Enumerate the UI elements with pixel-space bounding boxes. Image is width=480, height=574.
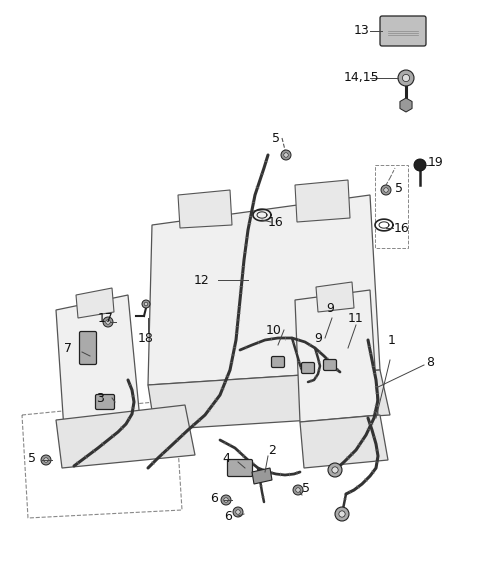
Text: 5: 5 [28,452,36,464]
Circle shape [328,463,342,477]
Circle shape [106,320,110,324]
Text: 9: 9 [314,332,322,344]
Circle shape [233,507,243,517]
Polygon shape [300,415,388,468]
Circle shape [332,467,338,473]
FancyBboxPatch shape [380,16,426,46]
Polygon shape [316,282,354,312]
Text: 12: 12 [194,273,210,286]
Circle shape [41,455,51,465]
Circle shape [381,185,391,195]
Circle shape [398,70,414,86]
Circle shape [281,150,291,160]
FancyBboxPatch shape [228,460,252,476]
Text: 13: 13 [354,24,370,37]
Polygon shape [56,405,195,468]
Text: 14,15: 14,15 [344,72,380,84]
Polygon shape [178,190,232,228]
Polygon shape [295,180,350,222]
Circle shape [284,153,288,157]
Circle shape [236,510,240,514]
Polygon shape [148,370,390,430]
Circle shape [142,300,150,308]
Text: 5: 5 [272,131,280,145]
Text: 2: 2 [268,444,276,456]
Text: 17: 17 [98,312,114,324]
Text: 5: 5 [395,181,403,195]
Text: 3: 3 [96,391,104,405]
Circle shape [103,317,113,327]
Text: 6: 6 [210,491,218,505]
Circle shape [44,457,48,462]
Text: 8: 8 [426,355,434,369]
Text: 6: 6 [224,510,232,522]
Circle shape [384,188,388,192]
Circle shape [402,75,409,82]
Polygon shape [400,98,412,112]
Circle shape [293,485,303,495]
Polygon shape [252,468,272,484]
Text: 7: 7 [64,342,72,355]
Circle shape [144,302,148,306]
Text: 4: 4 [222,452,230,464]
Text: 16: 16 [268,215,284,228]
Polygon shape [56,295,140,430]
Polygon shape [76,288,114,318]
Circle shape [339,511,345,517]
Text: 5: 5 [302,482,310,494]
Text: 10: 10 [266,324,282,336]
Text: 16: 16 [394,222,410,235]
Text: 11: 11 [348,312,364,324]
FancyBboxPatch shape [324,359,336,370]
FancyBboxPatch shape [272,356,285,367]
Polygon shape [148,195,380,385]
Circle shape [224,498,228,502]
Circle shape [296,488,300,492]
Polygon shape [295,290,378,422]
Circle shape [221,495,231,505]
Text: 1: 1 [388,333,396,347]
Text: 9: 9 [326,301,334,315]
FancyBboxPatch shape [80,332,96,364]
Text: 18: 18 [138,332,154,344]
Text: 19: 19 [428,156,444,169]
Circle shape [335,507,349,521]
FancyBboxPatch shape [96,394,115,409]
FancyBboxPatch shape [301,363,314,374]
Circle shape [414,159,426,171]
